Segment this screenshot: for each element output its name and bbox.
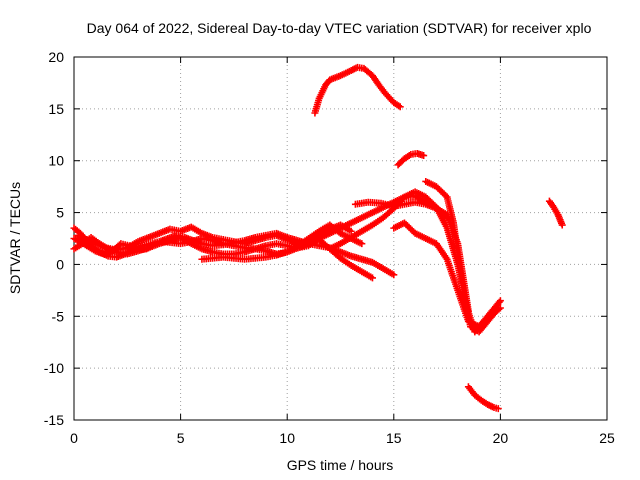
- x-tick-label: 20: [493, 430, 509, 446]
- y-tick-label: 0: [56, 256, 64, 272]
- y-tick-label: -5: [52, 308, 65, 324]
- data-point: [390, 271, 398, 279]
- series-track-10: [311, 63, 404, 117]
- y-tick-label: 15: [48, 101, 64, 117]
- x-tick-label: 10: [279, 430, 295, 446]
- data-point: [495, 298, 503, 306]
- x-axis-label: GPS time / hours: [287, 457, 394, 473]
- series-track-5: [198, 236, 376, 282]
- data-point: [368, 274, 376, 282]
- data-point: [496, 304, 504, 312]
- data-point: [347, 227, 355, 235]
- y-tick-labels: -15 -10 -5 0 5 10 15 20: [44, 49, 64, 428]
- y-tick-label: 5: [56, 205, 64, 221]
- data-point: [496, 297, 504, 305]
- series-track-11: [394, 149, 428, 169]
- data-point: [558, 221, 566, 229]
- x-tick-label: 5: [177, 430, 185, 446]
- y-tick-label: -15: [44, 412, 64, 428]
- series-track-12: [464, 383, 502, 413]
- grid-lines: [74, 57, 607, 420]
- x-tick-labels: 0 5 10 15 20 25: [70, 430, 615, 446]
- data-point: [492, 307, 500, 315]
- axis-ticks: [73, 56, 608, 421]
- data-point: [494, 405, 502, 413]
- series-track-9: [422, 177, 500, 336]
- y-tick-label: -10: [44, 360, 64, 376]
- y-axis-label: SDTVAR / TECUs: [7, 182, 23, 294]
- x-tick-label: 25: [599, 430, 615, 446]
- data-point: [358, 240, 366, 248]
- data-point: [491, 309, 499, 317]
- data-point: [420, 152, 428, 160]
- series-track-13: [545, 197, 566, 229]
- data-series: [70, 63, 566, 413]
- chart-title: Day 064 of 2022, Sidereal Day-to-day VTE…: [87, 20, 592, 36]
- y-tick-label: 20: [48, 49, 64, 65]
- y-tick-label: 10: [48, 153, 64, 169]
- x-tick-label: 0: [70, 430, 78, 446]
- x-tick-label: 15: [386, 430, 402, 446]
- data-point: [396, 103, 404, 111]
